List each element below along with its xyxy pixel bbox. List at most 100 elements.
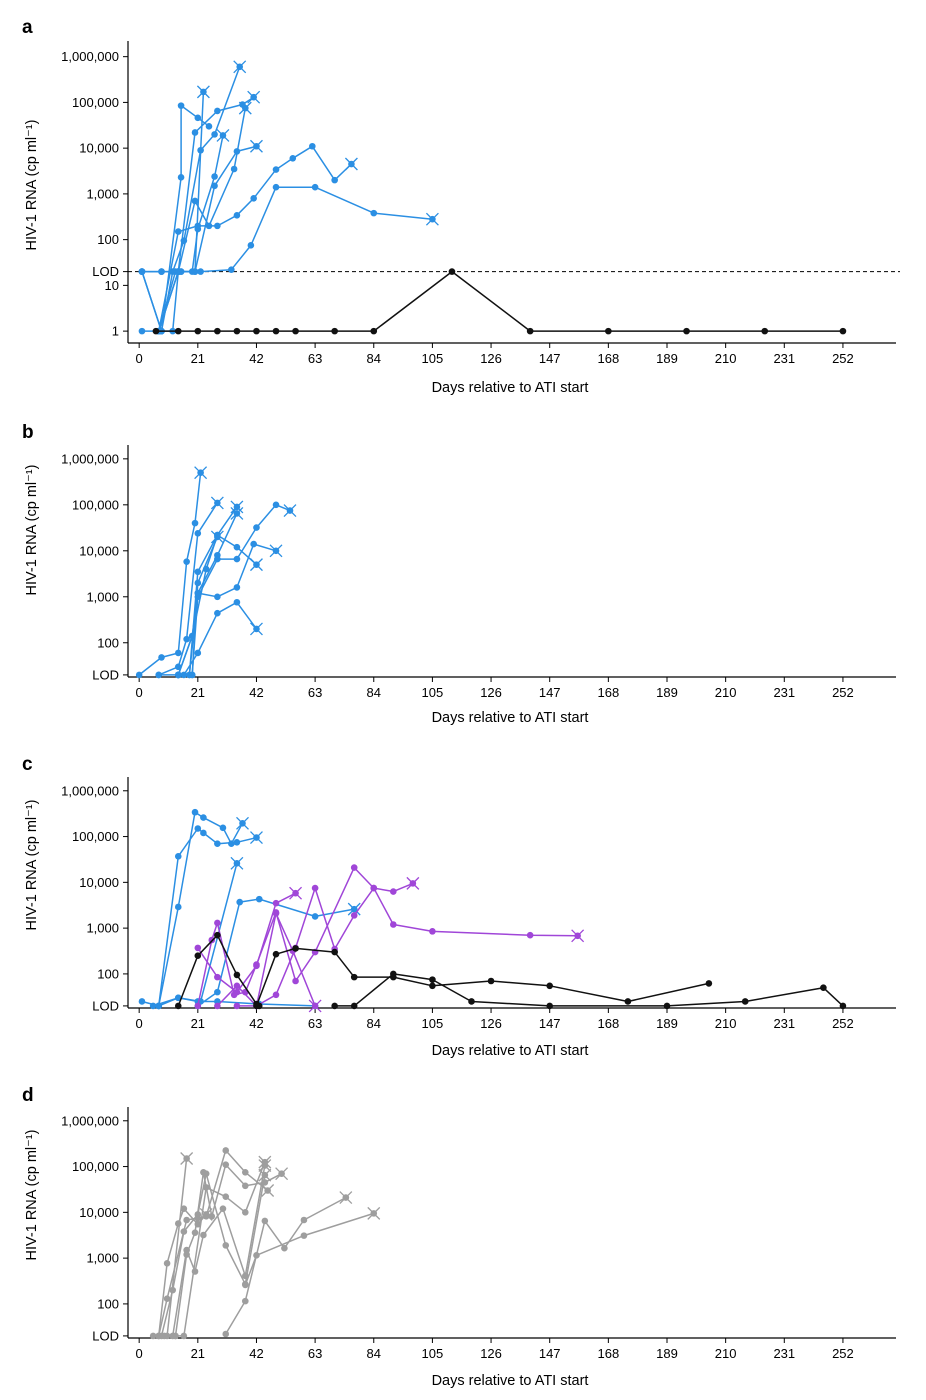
data-point: [230, 165, 238, 173]
data-point: [233, 1002, 241, 1010]
data-point: [255, 895, 263, 903]
data-point: [222, 1193, 230, 1200]
data-point: [261, 1217, 269, 1225]
y-axis-title: HIV-1 RNA (cp ml⁻¹): [24, 120, 40, 251]
end-x-marker: [216, 128, 230, 142]
data-point: [331, 176, 338, 184]
end-x-marker: [261, 1184, 275, 1197]
x-tick-label: 231: [773, 685, 795, 700]
y-tick-label: 1,000: [86, 1251, 119, 1266]
data-point: [191, 129, 199, 136]
data-point: [169, 1286, 176, 1294]
data-point: [194, 944, 202, 952]
data-point: [429, 976, 436, 983]
series-c-b1: [138, 808, 249, 1010]
data-point: [214, 609, 221, 617]
x-tick-label: 42: [249, 351, 263, 366]
data-point: [214, 593, 221, 601]
data-point: [174, 903, 182, 911]
data-point: [214, 988, 221, 996]
y-tick-label: LOD: [92, 1328, 119, 1343]
data-point: [222, 1330, 230, 1338]
data-point: [253, 1252, 260, 1259]
data-point: [222, 1242, 230, 1249]
data-point: [241, 1297, 249, 1305]
x-tick-label: 105: [422, 1346, 444, 1361]
end-x-marker: [339, 1191, 353, 1205]
data-point: [183, 1246, 190, 1254]
data-point: [180, 1205, 188, 1213]
series-line: [164, 1163, 282, 1337]
end-x-marker: [308, 999, 322, 1013]
data-point: [194, 579, 202, 587]
data-point: [194, 114, 202, 122]
data-point: [233, 988, 241, 996]
data-point: [194, 222, 202, 230]
end-x-marker: [344, 157, 358, 171]
data-point: [272, 950, 280, 958]
data-point: [194, 952, 202, 959]
data-point: [429, 982, 436, 990]
data-point: [200, 829, 207, 837]
y-tick-label: 100,000: [72, 497, 119, 512]
x-tick-label: 0: [136, 351, 143, 366]
end-x-marker: [230, 856, 244, 870]
x-tick-label: 105: [422, 351, 444, 366]
data-point: [219, 824, 227, 832]
end-x-marker: [233, 60, 247, 74]
data-point: [214, 222, 221, 230]
x-tick-label: 252: [832, 685, 854, 700]
data-point: [183, 558, 190, 565]
data-point: [228, 840, 235, 847]
data-point: [183, 635, 190, 643]
data-point: [183, 1216, 190, 1224]
y-tick-label: 100,000: [72, 95, 119, 110]
series-line: [141, 66, 241, 332]
data-point: [526, 327, 534, 335]
series-a-b3: [138, 60, 247, 335]
x-tick-label: 126: [480, 685, 502, 700]
series-line: [225, 1196, 347, 1335]
data-point: [138, 268, 146, 275]
data-point: [705, 980, 713, 987]
data-point: [214, 555, 221, 563]
data-point: [194, 1002, 202, 1010]
end-x-marker: [210, 496, 224, 510]
x-tick-label: 63: [308, 351, 322, 366]
data-point: [250, 195, 257, 202]
data-point: [370, 327, 378, 335]
data-point: [253, 327, 260, 335]
data-point: [149, 1002, 157, 1010]
x-tick-label: 147: [539, 685, 561, 700]
data-point: [174, 1220, 182, 1227]
data-point: [300, 1232, 308, 1239]
x-tick-label: 84: [367, 1016, 381, 1031]
data-point: [214, 107, 221, 115]
data-point: [241, 1272, 249, 1280]
series-line: [157, 827, 257, 1006]
data-point: [161, 1332, 168, 1340]
x-tick-label: 189: [656, 1016, 678, 1031]
data-point: [309, 142, 316, 150]
data-point: [138, 327, 146, 335]
data-point: [390, 888, 397, 895]
data-point: [138, 998, 146, 1005]
series-a-b4: [155, 85, 210, 335]
data-point: [200, 814, 207, 821]
y-tick-label: LOD: [92, 998, 119, 1013]
data-point: [188, 632, 196, 640]
x-tick-label: 63: [308, 685, 322, 700]
data-point: [331, 948, 338, 956]
data-point: [390, 921, 397, 928]
series-line: [236, 887, 578, 1007]
y-tick-label: 100: [97, 232, 119, 247]
y-tick-label: 100,000: [72, 829, 119, 844]
end-x-marker: [236, 816, 249, 830]
series-c-b2: [155, 825, 263, 1010]
end-x-marker: [250, 558, 263, 572]
data-point: [350, 973, 358, 981]
y-tick-label: 100: [97, 1296, 119, 1311]
end-x-marker: [258, 1155, 272, 1169]
series-line: [152, 997, 316, 1007]
x-tick-label: 231: [773, 1346, 795, 1361]
